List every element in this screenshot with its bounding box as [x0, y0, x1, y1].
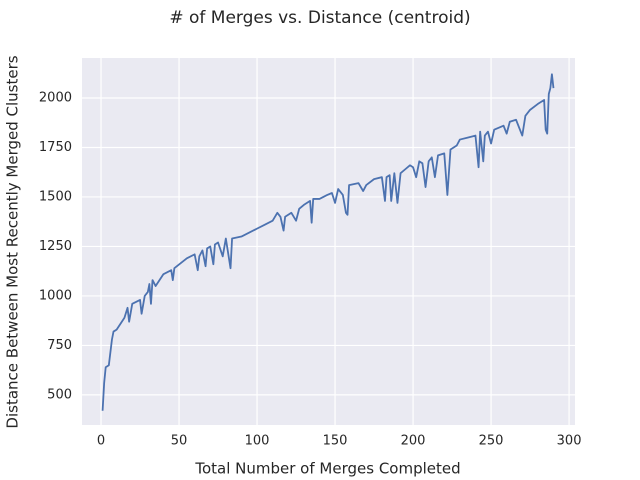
y-axis-label: Distance Between Most Recently Merged Cl… — [4, 55, 22, 428]
y-tick-label: 1250 — [39, 239, 72, 254]
y-tick-label: 1500 — [39, 189, 72, 204]
x-tick-label: 250 — [479, 434, 504, 449]
y-tick-label: 1000 — [39, 288, 72, 303]
plot-area — [82, 58, 575, 425]
y-tick-label: 500 — [47, 387, 72, 402]
x-tick-label: 200 — [401, 434, 426, 449]
x-tick-label: 0 — [97, 434, 105, 449]
y-tick-label: 2000 — [39, 90, 72, 105]
x-tick-label: 100 — [245, 434, 270, 449]
x-tick-label: 50 — [171, 434, 188, 449]
x-axis-label: Total Number of Merges Completed — [194, 460, 460, 478]
x-tick-label: 300 — [557, 434, 582, 449]
y-tick-label: 1750 — [39, 140, 72, 155]
chart-title: # of Merges vs. Distance (centroid) — [169, 8, 470, 28]
x-tick-label: 150 — [323, 434, 348, 449]
y-tick-label: 750 — [47, 338, 72, 353]
data-line — [101, 73, 555, 411]
